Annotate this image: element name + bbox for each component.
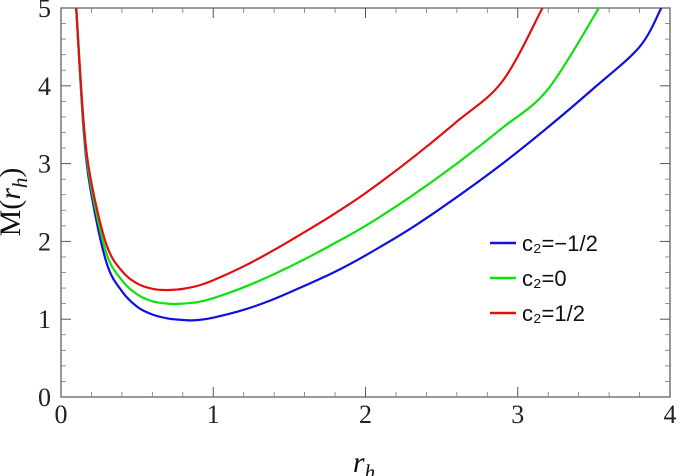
y-tick-label: 4 [38,72,51,101]
legend-label-1: c₂=−1/2 [522,231,598,256]
y-tick-label: 5 [38,0,51,23]
y-axis-title: M(rh) [0,168,32,237]
legend-label-2: c₂=0 [522,266,567,291]
x-axis-title-var: r [353,446,365,476]
y-tick-label: 1 [38,305,51,334]
y-tick-label: 2 [38,227,51,256]
plot-frame [60,7,671,398]
tick-labels-group: 0 1 2 3 4 0 1 2 3 4 5 [38,0,677,429]
x-tick-label: 0 [55,400,68,429]
series-line-2 [75,8,600,306]
x-axis-title-sub: h [365,460,376,476]
legend: c₂=−1/2 c₂=0 c₂=1/2 [490,231,598,326]
plot-frame-group [60,7,671,398]
y-tick-label: 3 [38,150,51,179]
y-axis-title-sub: h [8,178,32,189]
x-tick-label: 2 [359,400,372,429]
x-tick-label: 3 [511,400,524,429]
y-axis-title-var: r [0,188,27,200]
x-axis-title: rh [353,446,375,476]
series-line-3 [75,8,544,292]
x-tick-label: 1 [207,400,220,429]
tick-marks-group [60,7,671,398]
series-group [75,8,662,322]
legend-label-3: c₂=1/2 [522,301,585,326]
series-line-1 [75,8,662,322]
y-axis-title-close: ) [0,168,27,178]
y-tick-label: 0 [38,383,51,412]
y-axis-title-main: M( [0,200,27,237]
x-tick-label: 4 [664,400,677,429]
